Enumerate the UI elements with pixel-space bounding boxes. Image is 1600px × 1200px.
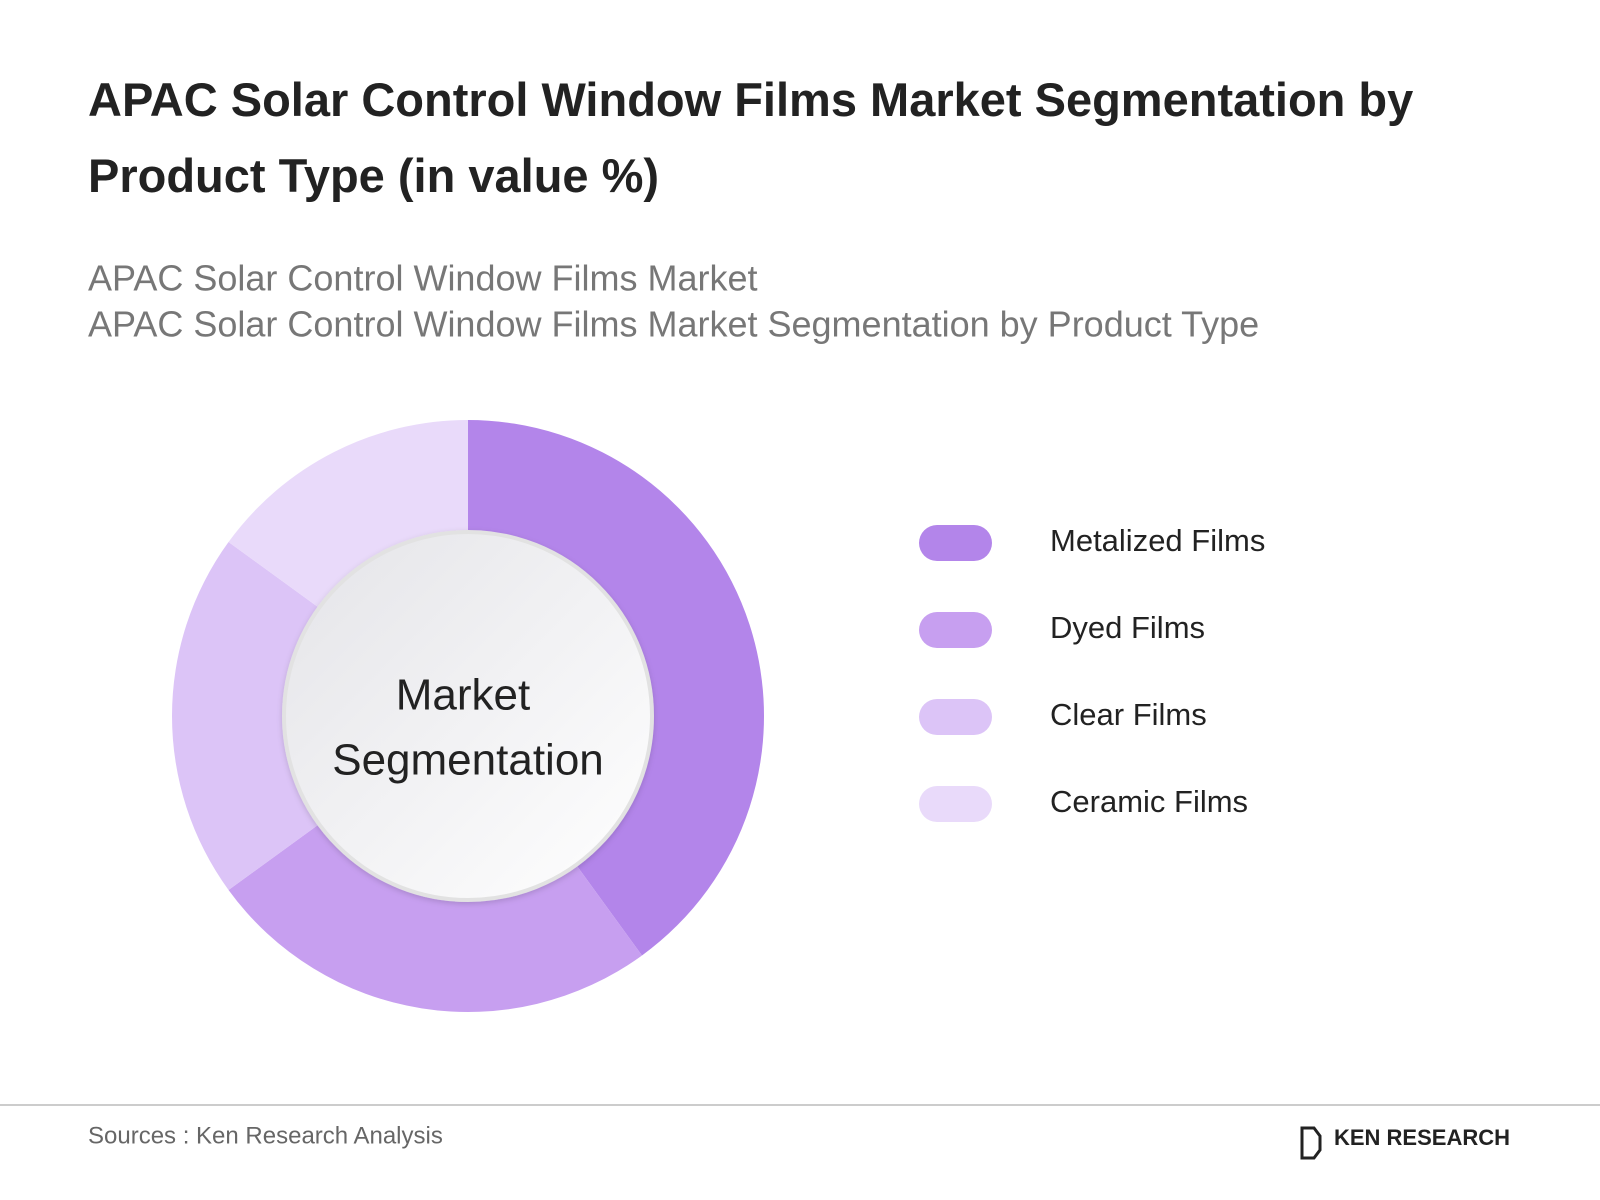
- brand: KEN RESEARCH: [1334, 1125, 1510, 1150]
- donut-segment: [468, 420, 765, 956]
- subtitle: APAC Solar Control Window Films Market: [88, 258, 758, 299]
- legend-swatch: [919, 699, 992, 735]
- legend-swatch: [919, 786, 992, 822]
- donut: [172, 420, 765, 1012]
- center-label: Segmentation: [332, 736, 604, 785]
- legend-label: Clear Films: [1050, 697, 1207, 732]
- legend-label: Dyed Films: [1050, 610, 1205, 645]
- donut-segment: [228, 420, 468, 608]
- legend-label: Ceramic Films: [1050, 784, 1248, 819]
- legend: Metalized Films Dyed Films Clear Films Cera…: [919, 523, 1265, 822]
- donut-segment: [172, 542, 320, 890]
- chart-title: APAC Solar Control Window Films Market S…: [88, 73, 1414, 202]
- donut-hub: [282, 530, 654, 902]
- subtitle: APAC Solar Control Window Films Market S…: [88, 304, 1259, 345]
- legend-swatch: [919, 612, 992, 648]
- donut-segment: [228, 824, 642, 1012]
- brand-icon: [1300, 1126, 1322, 1160]
- legend-label: Metalized Films: [1050, 523, 1265, 558]
- legend-swatch: [919, 525, 992, 561]
- center-label: Market: [396, 671, 530, 720]
- source-note: Sources : Ken Research Analysis: [88, 1122, 443, 1149]
